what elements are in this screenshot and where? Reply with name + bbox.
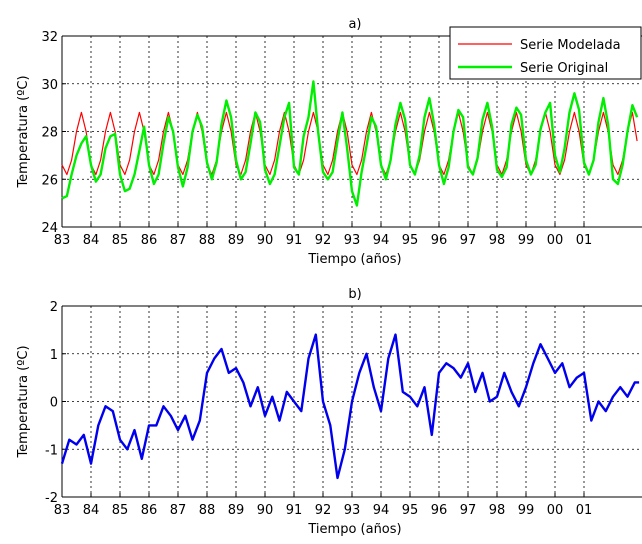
x-tick-label: 96: [431, 503, 448, 518]
x-tick-label: 01: [576, 233, 593, 248]
x-tick-label: 88: [199, 233, 216, 248]
x-tick-label: 83: [54, 503, 71, 518]
x-tick-label: 00: [547, 503, 564, 518]
y-tick-label: 0: [50, 396, 58, 411]
x-tick-label: 88: [199, 503, 216, 518]
x-tick-label: 90: [257, 233, 274, 248]
x-tick-label: 94: [373, 503, 390, 518]
legend-label-0: Serie Modelada: [520, 38, 621, 53]
chart-panel-0: 83 84 85 86 87 88 89 90 91 92 93 94 95 96 97 98 99 00 01 24…: [16, 17, 642, 267]
x-tick-label: 86: [141, 503, 158, 518]
chart-title: a): [348, 17, 361, 32]
y-tick-label: -1: [45, 443, 58, 458]
x-tick-label: 98: [489, 503, 506, 518]
y-tick-label: 32: [41, 30, 58, 45]
series-line-1: [61, 80, 639, 207]
x-axis-label: Tiempo (años): [307, 522, 401, 537]
x-tick-label: 89: [228, 503, 245, 518]
x-tick-label: 87: [170, 233, 187, 248]
series-line-0: [60, 333, 640, 480]
x-tick-label: 97: [460, 503, 477, 518]
y-tick-label: 1: [50, 348, 58, 363]
x-tick-label: 97: [460, 233, 477, 248]
y-tick-label: 26: [41, 173, 58, 188]
y-tick-label: 2: [50, 300, 58, 315]
y-axis-label: Temperatura (ºC): [16, 345, 31, 458]
x-tick-label: 92: [315, 503, 332, 518]
x-tick-label: 86: [141, 233, 158, 248]
x-tick-label: 01: [576, 503, 593, 518]
x-tick-label: 99: [518, 503, 535, 518]
x-tick-label: 93: [344, 233, 361, 248]
x-tick-label: 94: [373, 233, 390, 248]
x-tick-label: 93: [344, 503, 361, 518]
chart-panel-1: 83 84 85 86 87 88 89 90 91 92 93 94 95 96 97 98 99 00 01-2…: [16, 287, 642, 537]
x-tick-label: 85: [112, 503, 129, 518]
legend-label-1: Serie Original: [520, 61, 608, 76]
chart-title: b): [348, 287, 361, 302]
x-tick-label: 87: [170, 503, 187, 518]
y-tick-label: 24: [41, 221, 58, 236]
y-tick-label: 30: [41, 78, 58, 93]
x-tick-label: 85: [112, 233, 129, 248]
legend-box: [449, 26, 642, 80]
x-tick-label: 95: [402, 503, 419, 518]
x-tick-label: 98: [489, 233, 506, 248]
y-tick-label: -2: [45, 491, 58, 506]
x-tick-label: 89: [228, 233, 245, 248]
x-tick-label: 83: [54, 233, 71, 248]
x-tick-label: 91: [286, 503, 303, 518]
x-tick-label: 00: [547, 233, 564, 248]
x-tick-label: 96: [431, 233, 448, 248]
y-tick-label: 28: [41, 126, 58, 141]
x-tick-label: 91: [286, 233, 303, 248]
y-axis-label: Temperatura (ºC): [16, 75, 31, 188]
x-tick-label: 95: [402, 233, 419, 248]
x-tick-label: 90: [257, 503, 274, 518]
x-tick-label: 84: [83, 233, 100, 248]
x-tick-label: 92: [315, 233, 332, 248]
x-axis-label: Tiempo (años): [307, 252, 401, 267]
legend: Serie Modelada Serie Original: [449, 26, 642, 80]
x-tick-label: 99: [518, 233, 535, 248]
x-tick-label: 84: [83, 503, 100, 518]
